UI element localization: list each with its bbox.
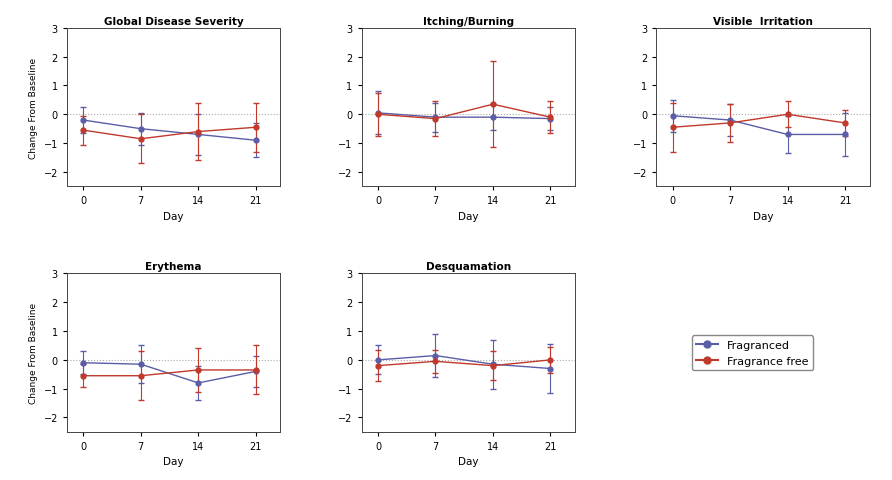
Title: Visible  Irritation: Visible Irritation bbox=[713, 17, 813, 26]
X-axis label: Day: Day bbox=[458, 212, 478, 221]
X-axis label: Day: Day bbox=[163, 456, 184, 467]
Title: Desquamation: Desquamation bbox=[425, 262, 511, 272]
Y-axis label: Change From Baseline: Change From Baseline bbox=[29, 302, 38, 403]
X-axis label: Day: Day bbox=[458, 456, 478, 467]
Title: Global Disease Severity: Global Disease Severity bbox=[103, 17, 244, 26]
Y-axis label: Change From Baseline: Change From Baseline bbox=[29, 58, 38, 158]
Legend: Fragranced, Fragrance free: Fragranced, Fragrance free bbox=[691, 336, 813, 370]
Title: Erythema: Erythema bbox=[145, 262, 202, 272]
X-axis label: Day: Day bbox=[163, 212, 184, 221]
X-axis label: Day: Day bbox=[753, 212, 773, 221]
Title: Itching/Burning: Itching/Burning bbox=[423, 17, 514, 26]
